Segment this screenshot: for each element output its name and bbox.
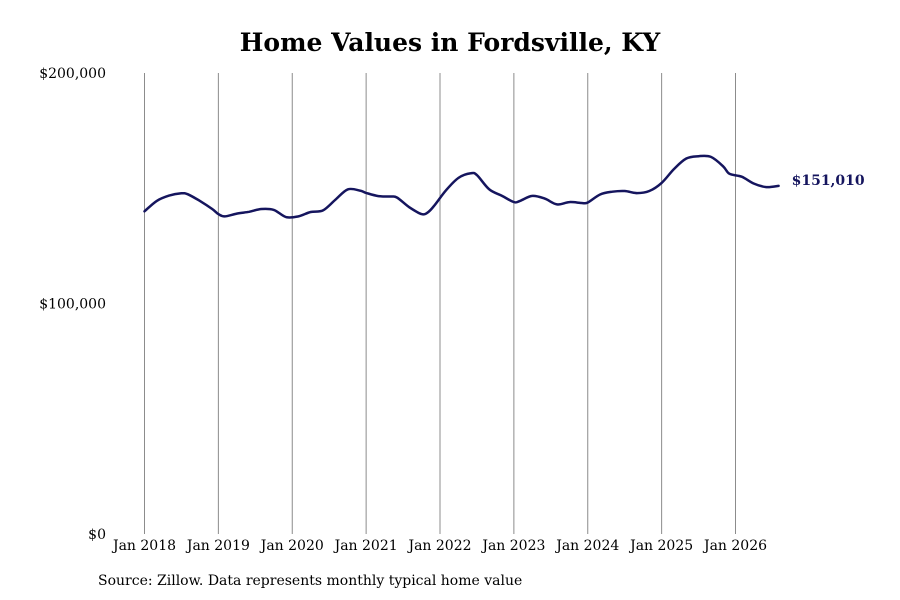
- y-tick-label: $0: [88, 527, 106, 543]
- source-note: Source: Zillow. Data represents monthly …: [98, 573, 523, 589]
- chart-title: Home Values in Fordsville, KY: [239, 28, 661, 57]
- gridlines: [144, 73, 736, 534]
- series-line: [143, 154, 780, 219]
- y-tick-label: $200,000: [39, 66, 106, 82]
- y-axis: $0 $100,000 $200,000: [39, 66, 106, 543]
- x-tick-label: Jan 2020: [259, 538, 324, 554]
- y-tick-label: $100,000: [39, 297, 106, 313]
- x-tick-label: Jan 2021: [333, 538, 398, 554]
- x-tick-label: Jan 2026: [702, 538, 767, 554]
- x-axis: Jan 2018 Jan 2019 Jan 2020 Jan 2021 Jan 2022…: [111, 538, 767, 554]
- x-tick-label: Jan 2018: [111, 538, 176, 554]
- x-tick-label: Jan 2019: [185, 538, 250, 554]
- x-tick-label: Jan 2025: [628, 538, 693, 554]
- x-tick-label: Jan 2023: [480, 538, 545, 554]
- x-tick-label: Jan 2022: [406, 538, 471, 554]
- end-value-label: $151,010: [792, 173, 865, 189]
- x-tick-label: Jan 2024: [554, 538, 619, 554]
